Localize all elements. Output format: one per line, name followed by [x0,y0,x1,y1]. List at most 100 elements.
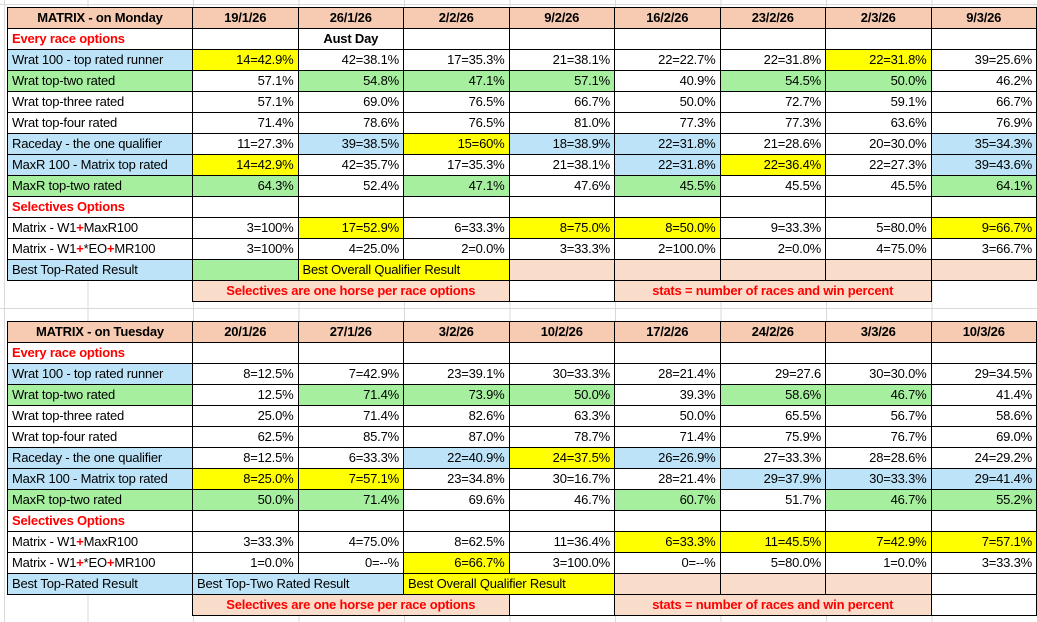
cell[interactable]: 20=30.0% [825,133,932,155]
date-header[interactable]: 19/1/26 [192,7,299,29]
cell[interactable]: 62.5% [192,426,299,448]
cell[interactable] [192,28,299,50]
row-label[interactable]: Wrat 100 - top rated runner [7,363,193,385]
table-title[interactable]: MATRIX - on Monday [7,7,193,29]
cell[interactable] [297,510,404,532]
row-label[interactable]: Wrat top-two rated [7,384,193,406]
cell[interactable]: 24=29.2% [930,447,1037,469]
cell[interactable] [719,342,826,364]
row-label[interactable]: Wrat top-four rated [7,112,193,134]
cell[interactable] [930,28,1037,50]
cell[interactable] [508,510,615,532]
row-label[interactable] [8,281,193,302]
cell[interactable]: 6=33.3% [297,447,404,469]
cell[interactable] [192,342,299,364]
date-header[interactable]: 10/3/26 [930,321,1037,343]
cell[interactable]: 40.9% [614,70,721,92]
cell[interactable]: 21=38.1% [508,49,615,71]
row-label[interactable]: Wrat top-three rated [7,405,193,427]
cell[interactable] [825,573,932,595]
cell[interactable]: 30=30.0% [825,363,932,385]
cell[interactable]: 3=66.7% [930,238,1037,260]
cell[interactable] [297,342,404,364]
cell[interactable] [825,196,932,218]
row-label[interactable]: Raceday - the one qualifier [7,133,193,155]
cell[interactable] [825,510,932,532]
cell[interactable]: 0=--% [297,552,404,574]
cell[interactable]: 11=36.4% [508,531,615,553]
cell[interactable]: 39=43.6% [930,154,1037,176]
cell[interactable]: 56.7% [825,405,932,427]
cell[interactable]: 3=33.3% [930,552,1037,574]
cell[interactable] [508,594,615,616]
cell[interactable]: 51.7% [719,489,826,511]
cell[interactable]: 69.0% [930,426,1037,448]
cell[interactable]: 76.9% [930,112,1037,134]
cell[interactable] [931,281,1037,302]
cell[interactable]: 50.0% [614,405,721,427]
cell[interactable] [508,342,615,364]
date-header[interactable]: 3/2/26 [403,321,510,343]
cell[interactable]: Best Top-Two Rated Result [192,573,404,595]
cell[interactable]: 71.4% [297,384,404,406]
cell[interactable]: 65.5% [719,405,826,427]
row-label[interactable]: MaxR 100 - Matrix top rated [7,468,193,490]
cell[interactable]: 5=80.0% [825,217,932,239]
cell[interactable]: 60.7% [614,489,721,511]
cell[interactable]: 58.6% [930,405,1037,427]
cell[interactable]: 5=80.0% [719,552,826,574]
cell[interactable]: 46.7% [825,384,932,406]
cell[interactable]: 22=36.4% [719,154,826,176]
cell[interactable]: 8=75.0% [508,217,615,239]
cell[interactable]: Aust Day [297,28,404,50]
cell[interactable]: 41.4% [930,384,1037,406]
cell[interactable]: 45.5% [719,175,826,197]
cell[interactable]: 46.2% [930,70,1037,92]
cell[interactable] [403,342,510,364]
cell[interactable]: 78.7% [508,426,615,448]
cell[interactable]: 22=22.7% [614,49,721,71]
row-label[interactable]: Best Top-Rated Result [7,573,193,595]
cell[interactable] [614,573,721,595]
cell[interactable] [719,510,826,532]
cell[interactable] [719,196,826,218]
row-label[interactable]: Best Top-Rated Result [7,259,193,281]
date-header[interactable]: 20/1/26 [192,321,299,343]
cell[interactable] [614,196,721,218]
row-label[interactable]: Wrat 100 - top rated runner [7,49,193,71]
cell[interactable]: Selectives are one horse per race option… [192,280,510,302]
row-label[interactable]: Every race options [7,342,193,364]
cell[interactable] [825,259,932,281]
cell[interactable]: 24=37.5% [508,447,615,469]
cell[interactable]: 0=--% [614,552,721,574]
date-header[interactable]: 17/2/26 [614,321,721,343]
cell[interactable] [614,28,721,50]
cell[interactable]: 3=100.0% [508,552,615,574]
cell[interactable] [614,342,721,364]
cell[interactable]: 2=100.0% [614,238,721,260]
cell[interactable] [403,28,510,50]
cell[interactable]: 29=41.4% [930,468,1037,490]
date-header[interactable]: 2/2/26 [403,7,510,29]
cell[interactable] [719,28,826,50]
cell[interactable]: 28=21.4% [614,468,721,490]
cell[interactable]: 73.9% [403,384,510,406]
cell[interactable] [930,573,1037,595]
row-label[interactable]: Wrat top-four rated [7,426,193,448]
cell[interactable]: 71.4% [297,405,404,427]
cell[interactable]: 22=27.3% [825,154,932,176]
cell[interactable] [930,510,1037,532]
date-header[interactable]: 24/2/26 [719,321,826,343]
cell[interactable]: 22=40.9% [403,447,510,469]
cell[interactable]: 3=33.3% [192,531,299,553]
cell[interactable]: 23=39.1% [403,363,510,385]
cell[interactable]: 63.6% [825,112,932,134]
cell[interactable]: 7=42.9% [297,363,404,385]
cell[interactable]: 57.1% [192,70,299,92]
cell[interactable]: 22=31.8% [719,49,826,71]
cell[interactable]: 2=0.0% [719,238,826,260]
cell[interactable]: 46.7% [825,489,932,511]
table-title[interactable]: MATRIX - on Tuesday [7,321,193,343]
row-label[interactable]: MaxR top-two rated [7,175,193,197]
cell[interactable] [192,259,299,281]
